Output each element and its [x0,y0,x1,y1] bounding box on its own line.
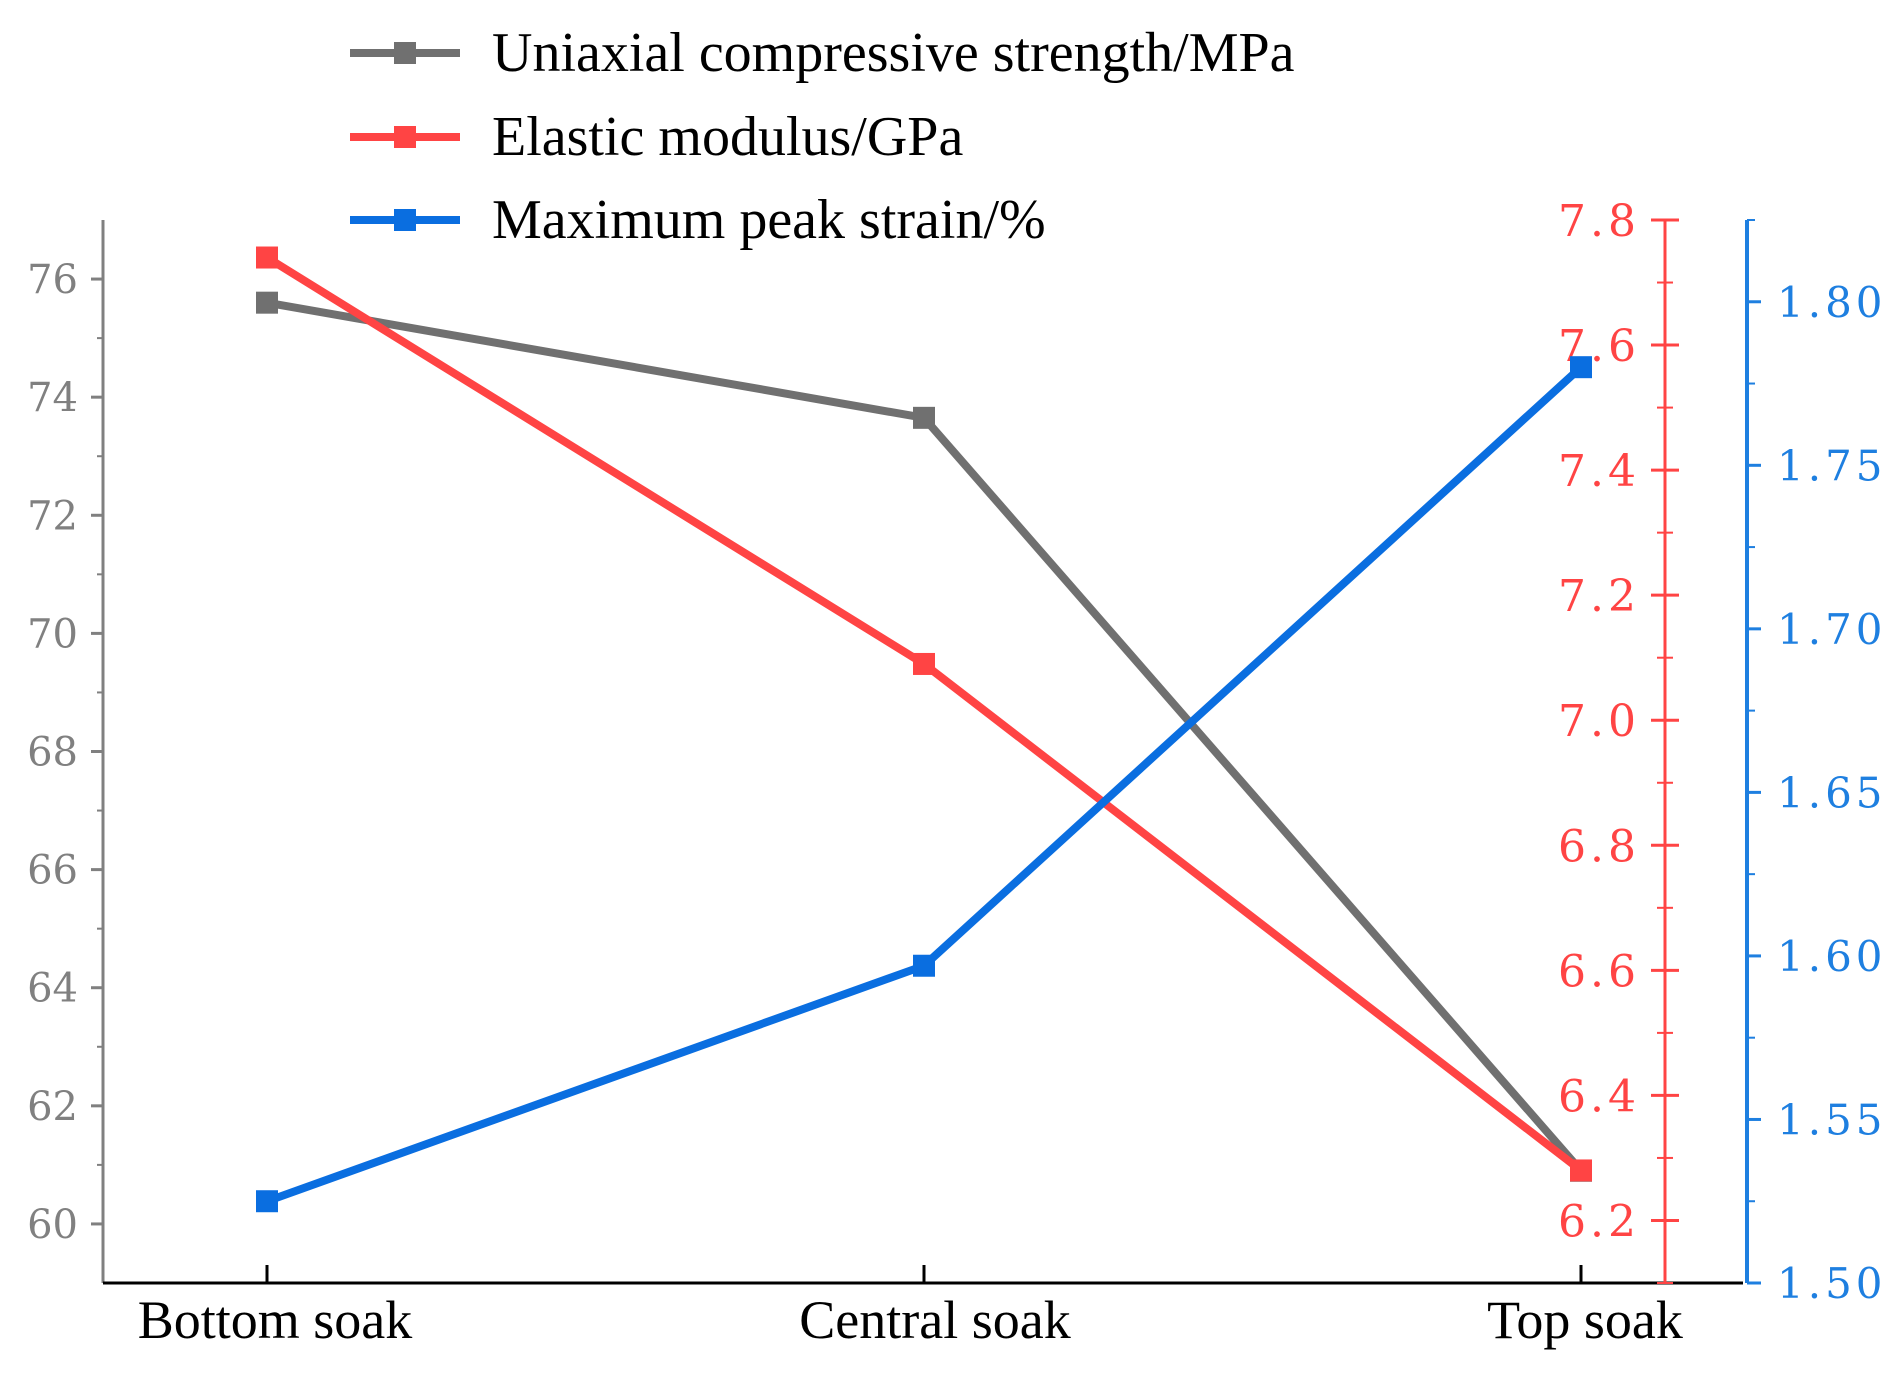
series-2-point-0 [256,1190,278,1213]
legend-label-0: Uniaxial compressive strength/MPa [492,22,1295,84]
left-axis-tick-label: 74 [27,375,78,421]
blue-axis-tick-label: 1.55 [1777,1095,1887,1144]
legend-label-2: Maximum peak strain/% [492,189,1046,251]
series-line-1 [264,254,1584,1174]
left-axis-tick-label: 76 [27,257,78,303]
series-2-point-2 [1570,356,1592,379]
series-0-point-0 [256,291,278,314]
left-axis-tick-label: 68 [27,730,78,776]
series-0-point-1 [913,406,935,429]
blue-axis-tick-label: 1.60 [1777,932,1887,981]
red-axis-tick-label: 7.8 [1558,196,1640,247]
red-axis-tick-label: 6.6 [1558,946,1640,997]
red-axis-tick-label: 6.2 [1558,1196,1640,1247]
series-line-2 [265,364,1584,1205]
blue-axis-tick-label: 1.70 [1777,605,1887,654]
left-axis-tick-label: 70 [27,611,78,657]
blue-axis-tick-label: 1.65 [1777,768,1887,817]
left-axis-tick-label: 60 [27,1202,78,1248]
left-axis-tick-label: 72 [27,493,78,539]
series-layer [256,246,1592,1213]
series-line-0 [266,298,1585,1174]
blue-axis-tick-label: 1.80 [1777,278,1887,327]
left-axis-tick-label: 66 [27,848,78,894]
blue-axis-tick-label: 1.75 [1777,441,1887,490]
left-axis-tick-label: 62 [27,1084,78,1130]
blue-axis-tick-label: 1.50 [1777,1259,1887,1308]
series-1-point-2 [1570,1159,1592,1182]
legend-marker-2 [394,209,416,231]
red-axis-tick-label: 7.2 [1558,571,1640,622]
series-1-point-0 [256,246,278,269]
series-1-point-1 [913,652,935,675]
legend-layer: Uniaxial compressive strength/MPa Elastic… [350,22,1295,251]
x-axis-category-label: Bottom soak [138,1290,413,1350]
legend-label-1: Elastic modulus/GPa [492,106,963,168]
red-axis-tick-label: 7.4 [1558,446,1640,497]
legend-marker-0 [394,42,416,64]
red-axis-tick-label: 7.0 [1558,696,1640,747]
series-2-point-1 [913,954,935,977]
red-axis-tick-label: 6.8 [1558,821,1640,872]
x-axis-category-label: Central soak [799,1290,1070,1350]
left-axis-tick-label: 64 [27,966,78,1012]
legend-marker-1 [394,126,416,148]
axes-layer: 60 62 64 66 68 70 72 74 76 Bottom soak Central soa… [27,196,1887,1350]
red-axis-tick-label: 6.4 [1558,1071,1640,1122]
x-axis-category-label: Top soak [1487,1290,1683,1350]
